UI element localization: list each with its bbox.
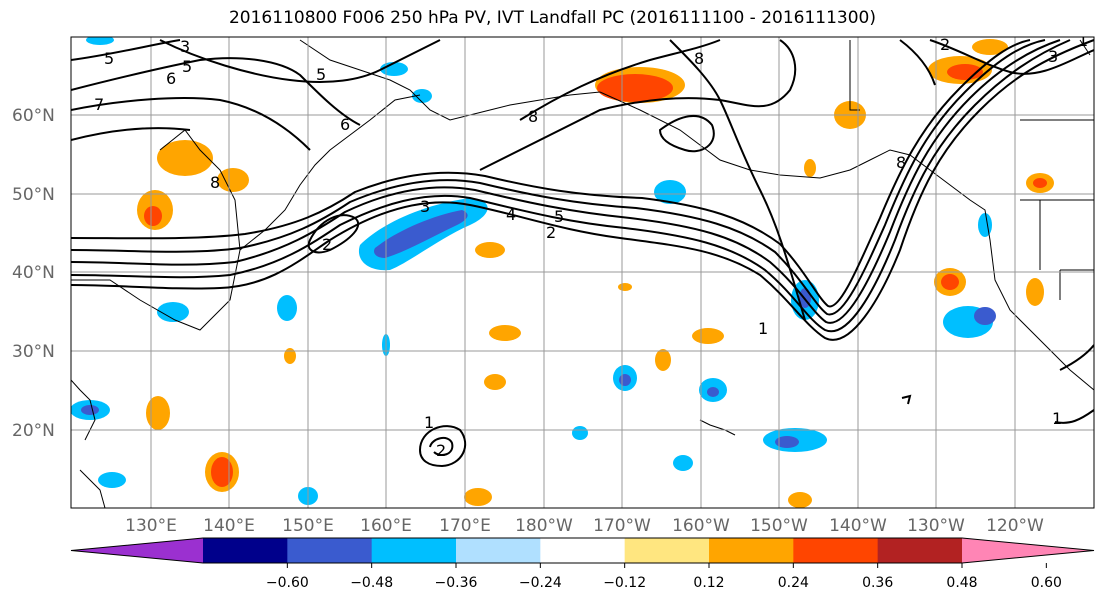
colorbar-tick-label: 0.48 bbox=[946, 575, 977, 591]
lon-label: 160°E bbox=[360, 516, 412, 536]
colorbar-swatch bbox=[709, 538, 794, 563]
colorbar-swatch bbox=[540, 538, 626, 563]
contour-labels: 3 5 5 6 7 5 6 8 8 8 2 3 4 5 2 8 2 3 1 1 … bbox=[94, 31, 1088, 460]
lon-label: 130°E bbox=[125, 516, 177, 536]
contour-label: 5 bbox=[554, 207, 564, 226]
contour-label: 8 bbox=[694, 49, 704, 68]
lon-label: 150°W bbox=[750, 516, 808, 536]
colorbar-tick-label: −0.48 bbox=[350, 575, 393, 591]
contour-label: 5 bbox=[182, 57, 192, 76]
colorbar-swatch bbox=[456, 538, 541, 563]
colorbar-tick-label: 0.12 bbox=[693, 575, 724, 591]
contour-label: 8 bbox=[896, 153, 906, 172]
colorbar-tick-label: −0.36 bbox=[435, 575, 478, 591]
contour-label: 8 bbox=[528, 107, 538, 126]
colorbar-extend-high bbox=[962, 538, 1094, 563]
colorbar-swatch bbox=[793, 538, 879, 563]
colorbar-tick-label: 0.60 bbox=[1031, 575, 1062, 591]
lon-label: 170°W bbox=[593, 516, 651, 536]
colorbar-swatch bbox=[287, 538, 373, 563]
colorbar-tick-label: −0.60 bbox=[266, 575, 309, 591]
lat-label: 50°N bbox=[12, 185, 55, 205]
lat-label: 30°N bbox=[12, 342, 55, 362]
lat-label: 20°N bbox=[12, 421, 55, 441]
contour-label: 3 bbox=[1048, 47, 1058, 66]
contour-label: 4 bbox=[506, 205, 516, 224]
colorbar-extend-low bbox=[71, 538, 203, 563]
contour-label: 3 bbox=[180, 37, 190, 56]
colorbar-swatch bbox=[624, 538, 710, 563]
contour-label: 6 bbox=[340, 115, 350, 134]
lon-label: 140°W bbox=[829, 516, 887, 536]
map-title: 2016110800 F006 250 hPa PV, IVT Landfall… bbox=[228, 8, 876, 28]
colorbar-tick-label: −0.24 bbox=[519, 575, 562, 591]
lat-label: 60°N bbox=[12, 106, 55, 126]
map-frame bbox=[70, 36, 1095, 509]
colorbar-tick-label: 0.36 bbox=[862, 575, 893, 591]
lon-label: 150°E bbox=[282, 516, 334, 536]
contour-label: 1 bbox=[1078, 31, 1088, 50]
lon-label: 180°W bbox=[515, 516, 573, 536]
pv-contours bbox=[71, 39, 1094, 468]
map-panel: 3 5 5 6 7 5 6 8 8 8 2 3 4 5 2 8 2 3 1 1 … bbox=[71, 31, 1094, 508]
contour-label: 6 bbox=[166, 69, 176, 88]
contour-label: 5 bbox=[316, 65, 326, 84]
colorbar-tick-label: 0.24 bbox=[778, 575, 809, 591]
colorbar-swatch bbox=[371, 538, 457, 563]
lat-labels: 60°N 50°N 40°N 30°N 20°N bbox=[12, 106, 55, 441]
contour-label: 1 bbox=[424, 413, 434, 432]
contour-label: 5 bbox=[104, 49, 114, 68]
colorbar-tick-label: −0.12 bbox=[603, 575, 646, 591]
contour-label: 2 bbox=[436, 441, 446, 460]
contour-label: 1 bbox=[1052, 409, 1062, 428]
colorbar-swatch bbox=[877, 538, 963, 563]
colorbar: −0.60 −0.48 −0.36 −0.24 −0.12 0.12 0.24 0.36 0.4… bbox=[70, 537, 1095, 591]
lat-label: 40°N bbox=[12, 263, 55, 283]
contour-label: 1 bbox=[758, 319, 768, 338]
contour-label: 2 bbox=[322, 235, 332, 254]
lon-label: 160°W bbox=[672, 516, 730, 536]
lon-labels: 130°E 140°E 150°E 160°E 170°E 180°W 170°… bbox=[125, 516, 1044, 536]
contour-label: 2 bbox=[940, 35, 950, 54]
contour-label: 3 bbox=[420, 197, 430, 216]
lon-label: 140°E bbox=[203, 516, 255, 536]
contour-label: 7 bbox=[94, 95, 104, 114]
lon-label: 120°W bbox=[986, 516, 1044, 536]
lon-label: 170°E bbox=[439, 516, 491, 536]
colorbar-swatch bbox=[203, 538, 288, 563]
lon-label: 130°W bbox=[907, 516, 965, 536]
contour-label: 8 bbox=[210, 173, 220, 192]
colorbar-outline bbox=[70, 537, 1095, 564]
shading-layer bbox=[71, 37, 1054, 508]
contour-label: 2 bbox=[546, 223, 556, 242]
